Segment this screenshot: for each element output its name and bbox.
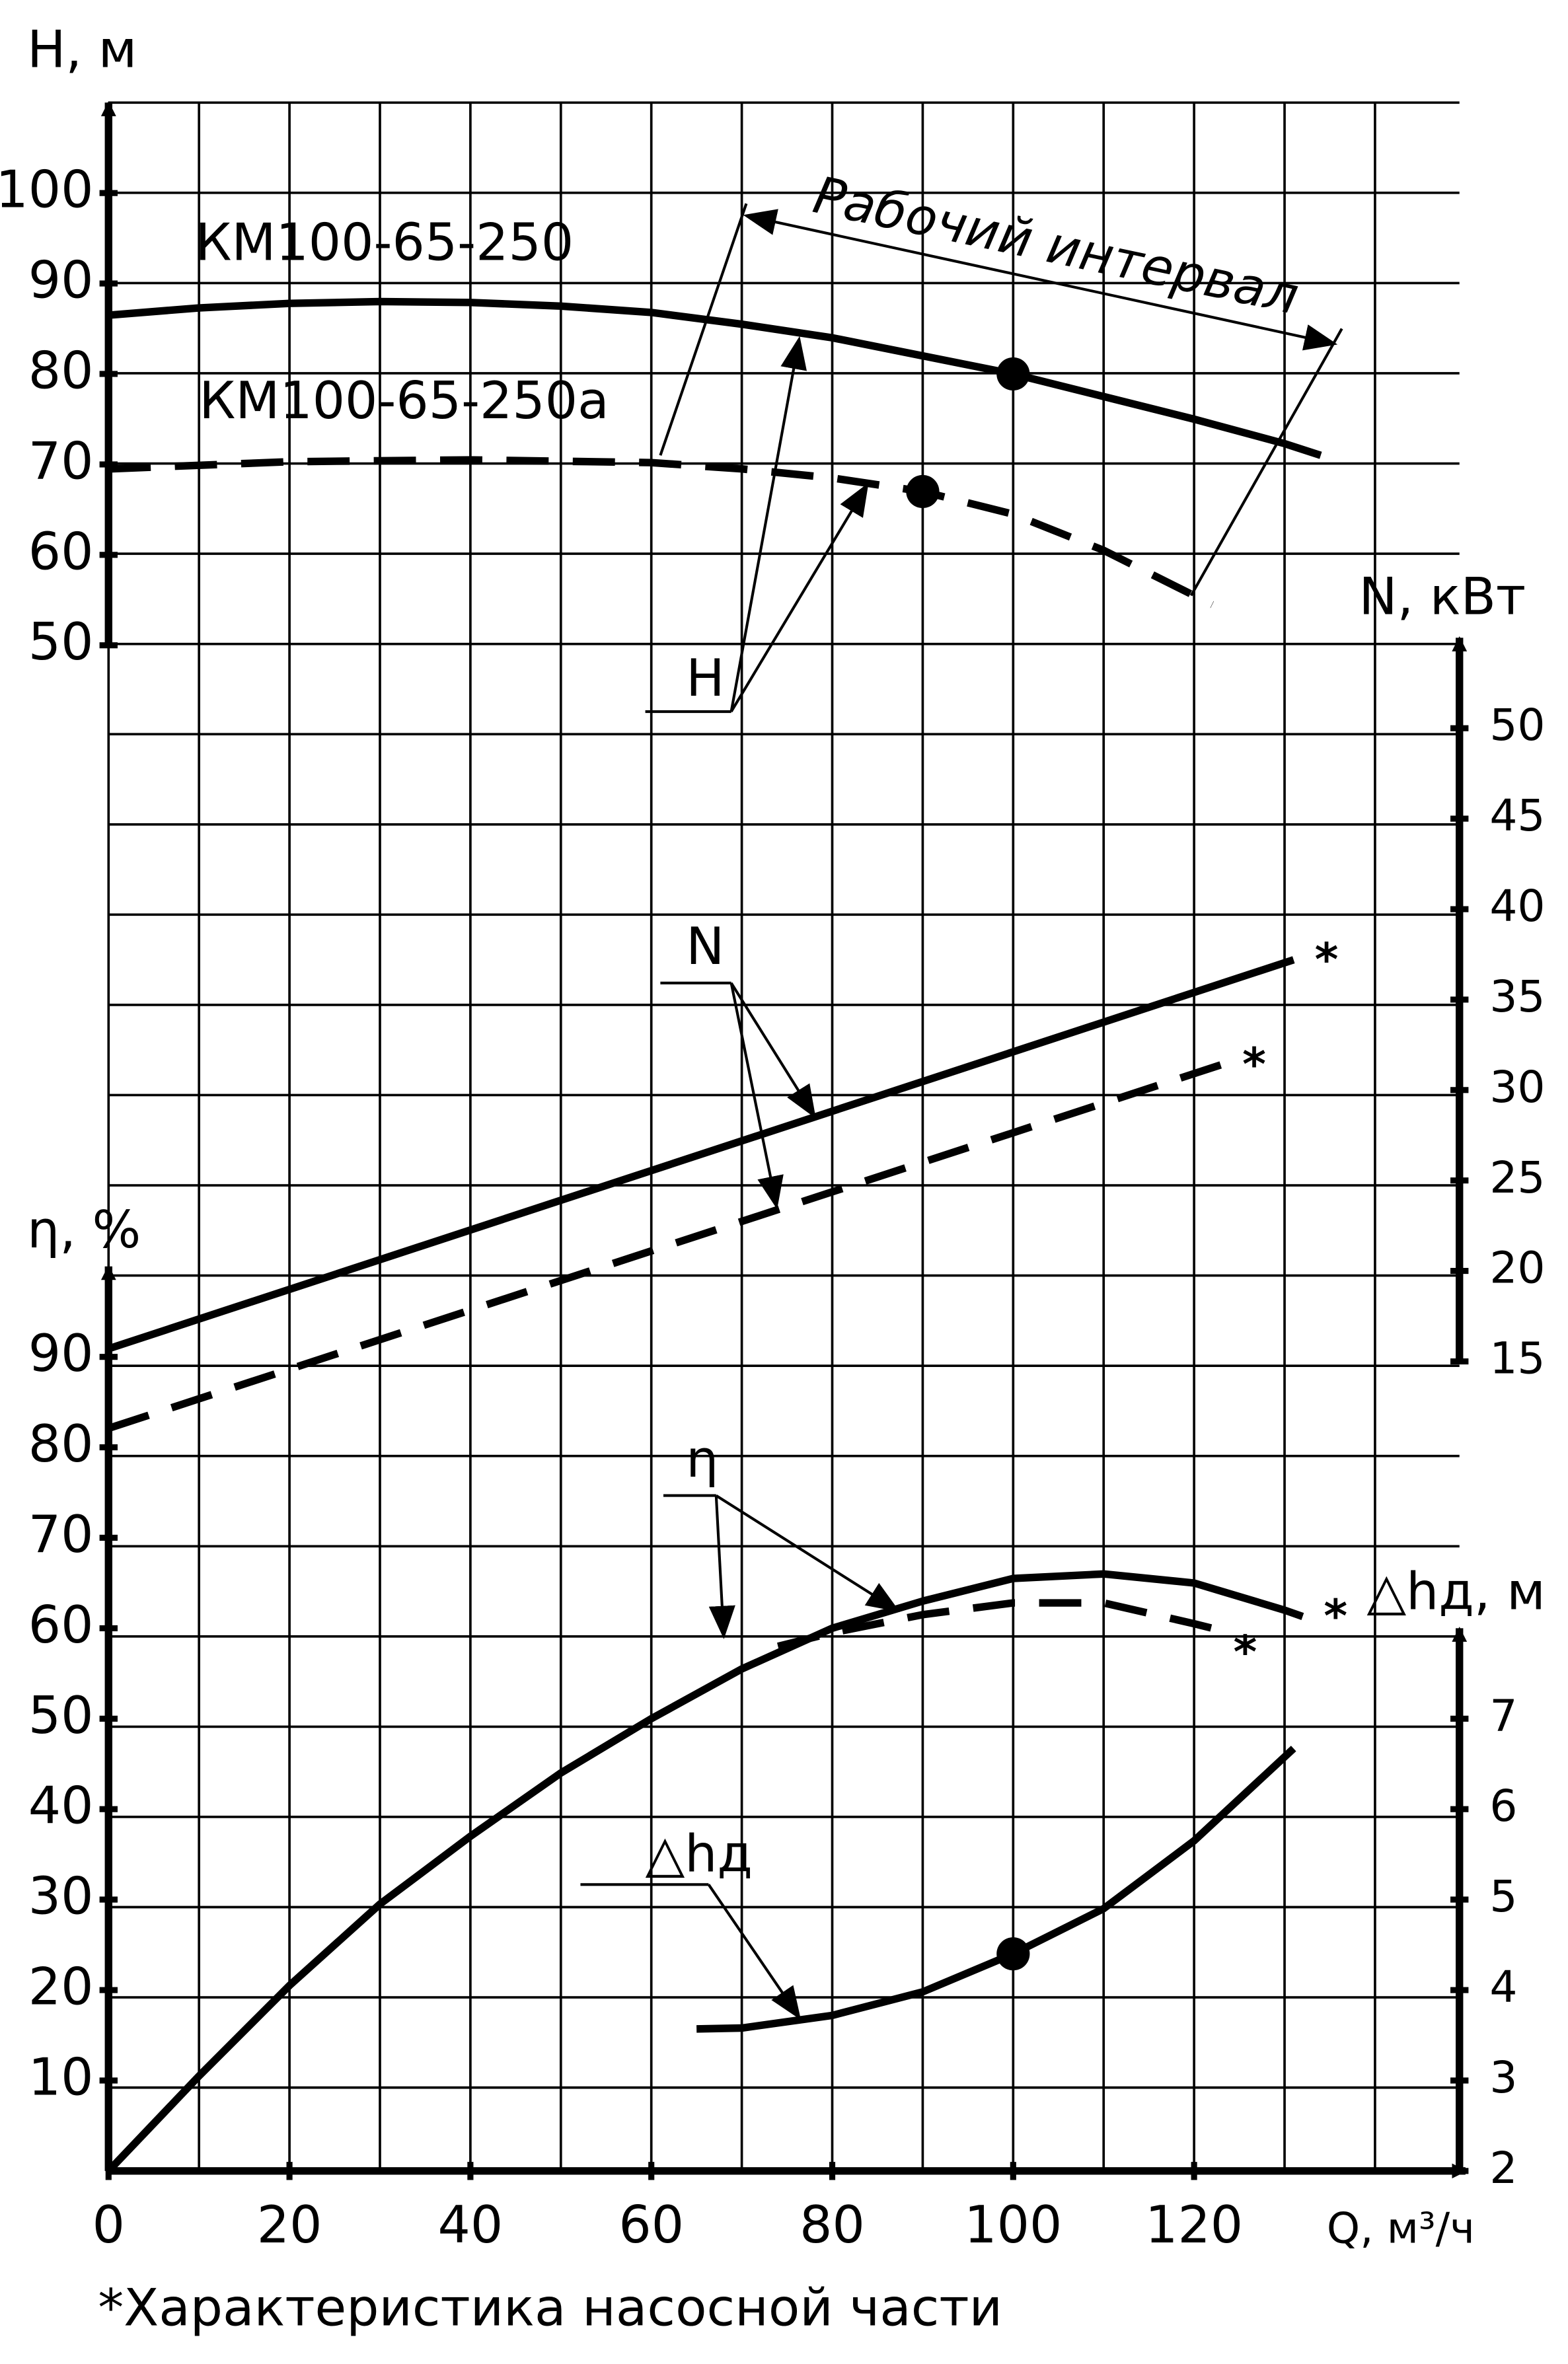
point-marker [996, 1937, 1030, 1971]
leader [707, 1884, 802, 2020]
series-name: КМ100-65-250а [199, 371, 609, 431]
y-tick-label: 15 [1489, 1333, 1545, 1384]
y-tick-label: 90 [28, 251, 94, 311]
y-tick-label: 60 [28, 1596, 94, 1655]
curve [108, 456, 1214, 609]
curve-label: H [686, 649, 724, 708]
curve [107, 956, 1295, 1352]
y-tick-label: 40 [28, 1777, 94, 1836]
y-tick-label: 80 [28, 341, 94, 400]
y-tick-label: 45 [1489, 790, 1545, 841]
footnote: *Характеристика насосной части [98, 2279, 1002, 2338]
y-tick-label: 70 [28, 431, 94, 491]
y-tick-label: 2 [1489, 2143, 1517, 2194]
series-name: КМ100-65-250 [195, 213, 574, 273]
y-axis-label: △hд, м [1367, 1563, 1546, 1622]
y-axis-label: H, м [27, 20, 137, 79]
y-tick-label: 30 [1489, 1062, 1545, 1113]
curve-label: N [686, 917, 724, 977]
curve-label: η [686, 1430, 718, 1489]
y-tick-label: 100 [0, 161, 93, 220]
y-tick-label: 40 [1489, 881, 1545, 932]
curve [106, 1570, 1304, 2174]
y-axis-label: η, % [27, 1200, 141, 1260]
y-tick-label: 20 [1489, 1243, 1545, 1294]
end-label: * [1242, 1039, 1266, 1091]
x-tick-label: 20 [257, 2196, 322, 2255]
y-tick-label: 10 [28, 2048, 94, 2107]
y-tick-label: 35 [1489, 971, 1545, 1022]
y-tick-label: 60 [28, 522, 94, 581]
y-axis-label: N, кВт [1359, 568, 1526, 627]
end-label: * [1233, 1626, 1257, 1679]
point-marker [906, 474, 940, 509]
y-tick-label: 50 [28, 612, 94, 672]
x-tick-label: 0 [93, 2196, 125, 2255]
y-tick-label: 7 [1489, 1690, 1517, 1741]
interval-extension [659, 203, 748, 456]
leader [715, 1494, 900, 1612]
leader [729, 336, 807, 712]
leader [729, 982, 784, 1210]
y-tick-label: 70 [28, 1505, 94, 1565]
y-tick-label: 50 [1489, 700, 1545, 751]
grid [107, 101, 1460, 2171]
y-tick-label: 90 [28, 1324, 94, 1384]
y-tick-label: 25 [1489, 1152, 1545, 1203]
x-tick-label: 40 [438, 2196, 504, 2255]
curve [108, 297, 1322, 459]
y-tick-label: 30 [28, 1867, 94, 1927]
interval-extension [1189, 328, 1343, 597]
x-tick-label: 120 [1145, 2196, 1243, 2255]
leader [729, 482, 869, 713]
end-label: * [1324, 1590, 1347, 1643]
y-tick-label: 5 [1489, 1871, 1517, 1922]
leader [708, 1495, 735, 1639]
x-tick-label: 100 [964, 2196, 1062, 2255]
y-tick-label: 20 [28, 1957, 94, 2016]
x-axis-label: Q, м³/ч [1327, 2205, 1475, 2254]
y-tick-label: 3 [1489, 2052, 1517, 2103]
y-tick-label: 80 [28, 1415, 94, 1474]
curve [776, 1599, 1213, 1650]
curve [107, 1061, 1222, 1432]
curve [696, 1746, 1296, 2033]
end-label: * [1315, 934, 1339, 986]
y-tick-label: 50 [28, 1686, 94, 1746]
y-tick-label: 4 [1489, 1962, 1517, 2013]
x-tick-label: 80 [800, 2196, 865, 2255]
leaders [580, 203, 1343, 2020]
x-tick-label: 60 [618, 2196, 684, 2255]
curve-label: △hд [646, 1825, 753, 1884]
interval-arrow [743, 209, 1338, 351]
y-tick-label: 6 [1489, 1781, 1517, 1831]
point-marker [996, 357, 1030, 391]
leader [729, 982, 816, 1119]
